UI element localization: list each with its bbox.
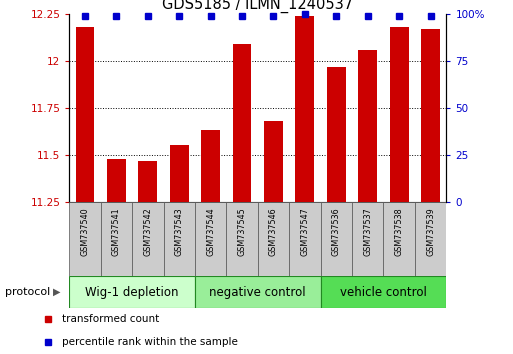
Bar	[69, 276, 195, 308]
Text: GSM737537: GSM737537	[363, 208, 372, 257]
Text: protocol: protocol	[5, 287, 50, 297]
Bar	[321, 276, 446, 308]
Bar	[358, 50, 377, 202]
Text: GSM737540: GSM737540	[81, 208, 89, 256]
Bar	[195, 202, 226, 276]
Bar	[264, 121, 283, 202]
Bar	[415, 202, 446, 276]
Bar	[101, 202, 132, 276]
Bar	[258, 202, 289, 276]
Bar	[233, 44, 251, 202]
Text: GSM737547: GSM737547	[301, 208, 309, 257]
Bar	[139, 160, 157, 202]
Bar	[164, 202, 195, 276]
Bar	[226, 202, 258, 276]
Text: negative control: negative control	[209, 286, 306, 298]
Bar	[132, 202, 164, 276]
Bar	[201, 131, 220, 202]
Text: GSM737539: GSM737539	[426, 208, 435, 257]
Text: GSM737538: GSM737538	[394, 208, 404, 256]
Bar	[321, 202, 352, 276]
Bar	[383, 202, 415, 276]
Title: GDS5185 / ILMN_1240537: GDS5185 / ILMN_1240537	[162, 0, 353, 13]
Text: GSM737541: GSM737541	[112, 208, 121, 256]
Bar	[170, 145, 189, 202]
Text: transformed count: transformed count	[62, 314, 159, 324]
Bar	[295, 16, 314, 202]
Bar	[421, 29, 440, 202]
Bar	[69, 202, 101, 276]
Bar	[289, 202, 321, 276]
Bar	[352, 202, 383, 276]
Text: GSM737536: GSM737536	[332, 208, 341, 256]
Text: ▶: ▶	[53, 287, 60, 297]
Text: vehicle control: vehicle control	[340, 286, 427, 298]
Text: GSM737545: GSM737545	[238, 208, 247, 257]
Text: GSM737543: GSM737543	[175, 208, 184, 256]
Text: percentile rank within the sample: percentile rank within the sample	[62, 337, 238, 347]
Bar	[75, 27, 94, 202]
Bar	[327, 67, 346, 202]
Bar	[107, 159, 126, 202]
Text: Wig-1 depletion: Wig-1 depletion	[85, 286, 179, 298]
Bar	[390, 27, 408, 202]
Bar	[195, 276, 321, 308]
Text: GSM737544: GSM737544	[206, 208, 215, 256]
Text: GSM737546: GSM737546	[269, 208, 278, 256]
Text: GSM737542: GSM737542	[143, 208, 152, 257]
